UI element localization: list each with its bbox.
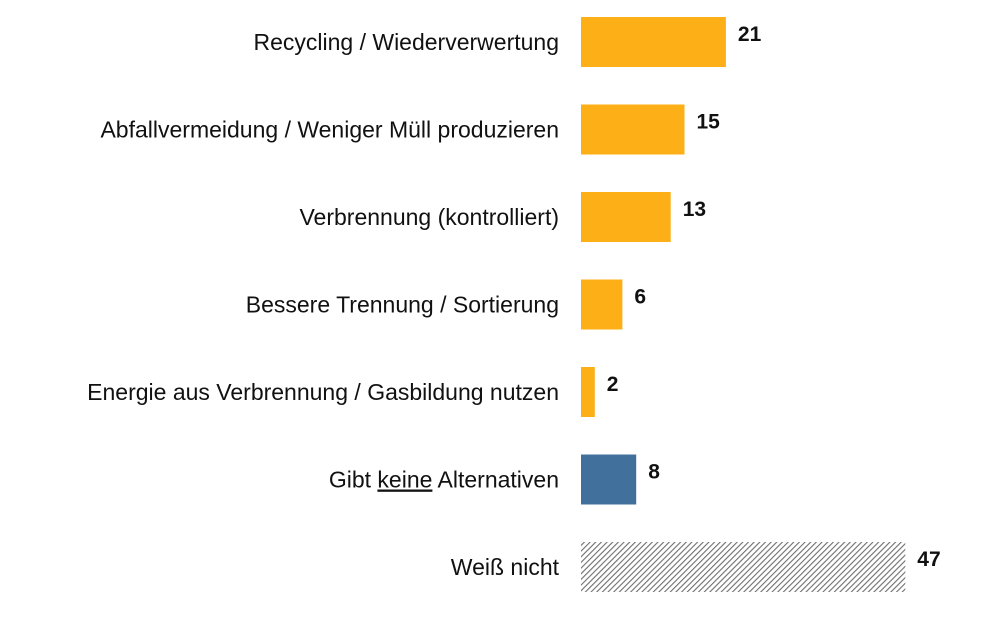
bar-6 xyxy=(581,454,637,505)
bar-4 xyxy=(581,279,623,330)
value-labels: 21 15 13 6 2 8 47 xyxy=(607,23,941,571)
value-label-2: 15 xyxy=(697,111,721,134)
category-label-1: Recycling / Wiederverwertung xyxy=(253,29,559,55)
value-label-3: 13 xyxy=(683,198,706,221)
category-label-7: Weiß nicht xyxy=(451,554,560,580)
value-label-6: 8 xyxy=(648,461,660,484)
category-label-4: Bessere Trennung / Sortierung xyxy=(246,292,559,318)
bar-3 xyxy=(581,192,671,242)
category-labels: Recycling / Wiederverwertung Abfallvermei… xyxy=(87,29,559,580)
bar-2 xyxy=(581,104,685,155)
category-label-5: Energie aus Verbrennung / Gasbildung nut… xyxy=(87,379,559,405)
value-label-5: 2 xyxy=(607,373,619,396)
value-label-1: 21 xyxy=(738,23,762,46)
category-label-3: Verbrennung (kontrolliert) xyxy=(299,204,559,230)
value-label-7: 47 xyxy=(917,548,940,571)
bar-1 xyxy=(581,17,726,67)
bars-group xyxy=(581,17,906,592)
bar-7 xyxy=(581,542,906,592)
bar-5 xyxy=(581,367,595,417)
category-label-6: Gibt keine Alternativen xyxy=(329,467,559,493)
category-label-2: Abfallvermeidung / Weniger Müll produzie… xyxy=(100,117,559,143)
value-label-4: 6 xyxy=(634,286,646,309)
